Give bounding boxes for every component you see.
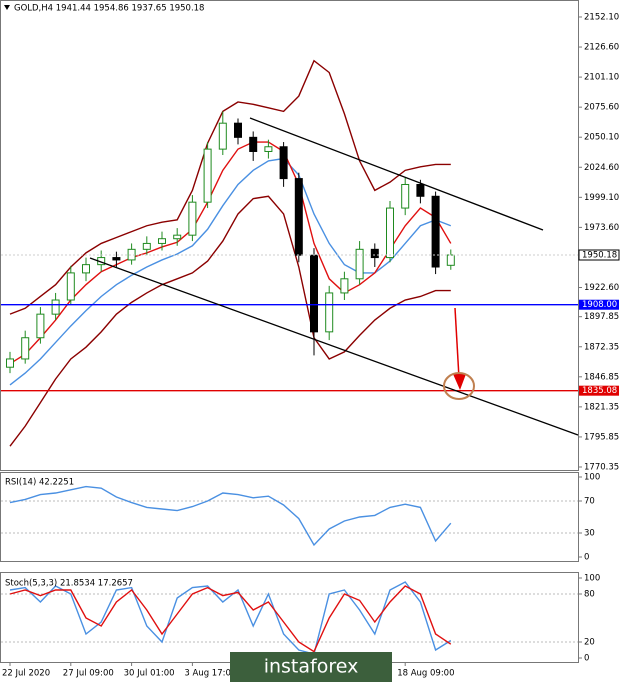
y-tick-label: 100 bbox=[584, 574, 600, 584]
candle-body bbox=[36, 313, 45, 339]
candle-body bbox=[431, 195, 440, 268]
y-tick-label: 2126.60 bbox=[584, 43, 619, 53]
channel-upper bbox=[249, 117, 544, 231]
candle-body bbox=[82, 264, 90, 274]
watermark-box bbox=[230, 652, 392, 682]
candle-body bbox=[264, 146, 273, 152]
indicator-line bbox=[9, 195, 451, 447]
x-tick-label: 27 Jul 09:00 bbox=[63, 669, 114, 679]
candle-body bbox=[446, 254, 455, 266]
main-panel bbox=[0, 0, 579, 471]
y-tick-label: 30 bbox=[584, 529, 595, 539]
y-tick-label: 1795.85 bbox=[584, 432, 619, 442]
y-tick-label: 2101.10 bbox=[584, 73, 619, 83]
y-tick-label: 1821.35 bbox=[584, 402, 619, 412]
candle-body bbox=[127, 248, 136, 261]
candle-body bbox=[188, 201, 197, 236]
x-tick-label: 3 Aug 17:00 bbox=[184, 669, 236, 679]
channel-lower bbox=[89, 257, 579, 436]
y-tick-label: 1846.85 bbox=[584, 372, 619, 382]
y-tick-label: 1999.10 bbox=[584, 193, 619, 203]
candle-body bbox=[325, 292, 334, 333]
candle-body bbox=[249, 136, 258, 152]
candle-body bbox=[416, 183, 425, 197]
candle-body bbox=[21, 337, 30, 360]
level-label: 1908.00 bbox=[582, 300, 617, 310]
last-price-tag bbox=[578, 249, 620, 261]
y-tick-label: 70 bbox=[584, 497, 595, 507]
y-tick-label: 2152.10 bbox=[584, 12, 619, 22]
candle-body bbox=[173, 234, 182, 240]
level-tag bbox=[579, 299, 619, 310]
y-tick-label: 0 bbox=[584, 553, 589, 563]
y-tick-label: 2050.10 bbox=[584, 133, 619, 143]
level-label: 1835.08 bbox=[582, 386, 617, 396]
candle-body bbox=[401, 183, 410, 209]
target-circle bbox=[443, 372, 475, 400]
menu-icon bbox=[4, 5, 10, 10]
indicator-line bbox=[9, 59, 451, 315]
candle-body bbox=[112, 257, 121, 261]
candle-body bbox=[340, 278, 349, 294]
indicator-line bbox=[9, 157, 452, 386]
level-tag bbox=[579, 385, 619, 396]
candle-body bbox=[142, 242, 151, 250]
rsi-title: RSI(14) 42.2251 bbox=[5, 478, 74, 488]
indicator-line bbox=[9, 581, 452, 655]
candle-body bbox=[294, 178, 303, 256]
candle-body bbox=[310, 254, 318, 333]
arrow-head bbox=[453, 374, 466, 390]
candle-body bbox=[158, 238, 166, 244]
x-tick-label: 18 Aug 09:00 bbox=[397, 669, 454, 679]
indicator-line bbox=[9, 485, 452, 547]
last-price-label: 1950.18 bbox=[582, 251, 617, 261]
candle-body bbox=[370, 248, 379, 259]
indicator-line bbox=[9, 141, 452, 365]
stoch-title: Stoch(5,3,3) 21.8534 17.2657 bbox=[5, 579, 133, 589]
candle-body bbox=[234, 122, 242, 138]
y-tick-label: 0 bbox=[584, 654, 589, 664]
y-tick-label: 100 bbox=[584, 473, 600, 483]
chart-title: GOLD,H4 1941.44 1954.86 1937.65 1950.18 bbox=[14, 4, 204, 14]
x-tick-label: 30 Jul 01:00 bbox=[124, 669, 175, 679]
x-tick-label: 22 Jul 2020 bbox=[2, 669, 50, 679]
y-tick-label: 80 bbox=[584, 590, 595, 600]
candle-body bbox=[386, 207, 394, 259]
y-tick-label: 2024.60 bbox=[584, 163, 619, 173]
rsi-panel bbox=[0, 472, 579, 562]
y-tick-label: 20 bbox=[584, 638, 595, 648]
indicator-line bbox=[9, 585, 452, 653]
y-tick-label: 2075.60 bbox=[584, 103, 619, 113]
y-tick-label: 1973.60 bbox=[584, 223, 619, 233]
candle-body bbox=[6, 358, 14, 368]
candle-body bbox=[66, 272, 75, 301]
y-tick-label: 1922.60 bbox=[584, 283, 619, 293]
watermark: instaforex bbox=[264, 656, 359, 678]
candle-body bbox=[51, 299, 60, 315]
candle-body bbox=[355, 248, 364, 280]
candle-body bbox=[203, 148, 212, 203]
arrow bbox=[454, 307, 460, 379]
y-tick-label: 1897.85 bbox=[584, 312, 619, 322]
y-tick-label: 1770.35 bbox=[584, 462, 619, 472]
plot-layer: 2152.10 2126.60 2101.10 2075.60 2050.10 2024.… bbox=[1, 12, 620, 679]
y-tick-label: 1872.35 bbox=[584, 342, 619, 352]
candle-body bbox=[279, 146, 288, 180]
candle-body bbox=[218, 122, 227, 150]
